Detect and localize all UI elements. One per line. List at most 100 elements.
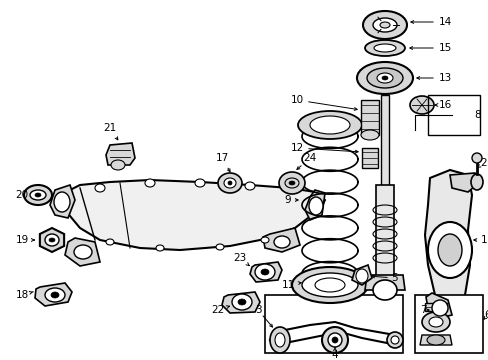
Ellipse shape [314,278,345,292]
Ellipse shape [470,174,482,190]
Ellipse shape [291,267,367,303]
Ellipse shape [373,44,395,52]
Ellipse shape [366,68,402,88]
Polygon shape [40,228,64,252]
Text: 8: 8 [474,110,480,120]
Polygon shape [305,190,325,220]
Text: 16: 16 [437,100,451,110]
Ellipse shape [360,130,378,140]
Polygon shape [50,185,75,218]
Ellipse shape [261,269,268,275]
Ellipse shape [386,332,402,348]
Polygon shape [419,335,451,345]
Ellipse shape [288,181,294,185]
Ellipse shape [74,245,92,259]
Polygon shape [60,180,325,250]
Ellipse shape [308,197,323,215]
Text: 23: 23 [233,253,246,263]
Ellipse shape [156,245,163,251]
Ellipse shape [431,300,447,316]
Polygon shape [424,170,471,305]
Bar [427,95,479,135]
Text: 22: 22 [211,305,224,315]
Ellipse shape [261,237,268,243]
Ellipse shape [111,160,125,170]
Ellipse shape [327,333,341,347]
Ellipse shape [224,178,236,188]
Ellipse shape [355,269,367,283]
Text: 2: 2 [480,158,487,168]
Text: 21: 21 [103,123,116,133]
Text: 6: 6 [484,310,488,320]
Ellipse shape [372,280,396,300]
Text: 17: 17 [215,153,228,163]
Text: 18: 18 [15,290,29,300]
Ellipse shape [285,178,298,188]
Ellipse shape [49,238,55,242]
Polygon shape [222,292,260,313]
Ellipse shape [254,264,274,280]
Text: 9: 9 [284,195,291,205]
Ellipse shape [145,179,155,187]
Ellipse shape [427,222,471,278]
Ellipse shape [437,234,461,266]
Ellipse shape [35,193,41,197]
Ellipse shape [269,327,289,353]
Ellipse shape [54,192,70,212]
Bar [361,148,377,168]
Ellipse shape [364,40,404,56]
Ellipse shape [471,153,481,163]
Ellipse shape [216,244,224,250]
Text: 4: 4 [331,350,338,360]
Text: 14: 14 [437,17,451,27]
Ellipse shape [379,22,389,28]
Text: 24: 24 [303,153,316,163]
Text: 19: 19 [15,235,29,245]
Ellipse shape [45,288,65,302]
Polygon shape [351,265,371,285]
Ellipse shape [381,76,387,80]
Bar [264,295,402,353]
Ellipse shape [309,116,349,134]
Bar [380,95,388,215]
Ellipse shape [95,184,105,192]
Ellipse shape [302,273,357,297]
Ellipse shape [390,336,398,344]
Text: 20: 20 [16,190,28,200]
Text: 1: 1 [480,235,487,245]
Polygon shape [249,262,282,282]
Ellipse shape [372,18,396,32]
Ellipse shape [24,185,52,205]
Text: 10: 10 [290,95,303,105]
Text: 7: 7 [419,305,426,315]
Ellipse shape [279,172,305,194]
Text: 12: 12 [290,143,303,153]
Text: 5: 5 [391,273,398,283]
Polygon shape [449,173,479,192]
Ellipse shape [244,182,254,190]
Ellipse shape [409,96,433,114]
Ellipse shape [231,294,251,310]
Ellipse shape [274,333,285,347]
Bar [414,295,482,353]
Bar [375,185,393,305]
Ellipse shape [45,234,59,246]
Ellipse shape [331,337,337,343]
Text: 3: 3 [254,305,261,315]
Ellipse shape [106,239,114,245]
Ellipse shape [195,179,204,187]
Bar [424,303,446,311]
Ellipse shape [297,111,361,139]
Ellipse shape [321,327,347,353]
Text: 15: 15 [437,43,451,53]
Ellipse shape [356,62,412,94]
Polygon shape [65,238,100,266]
Ellipse shape [227,181,231,185]
Text: 13: 13 [437,73,451,83]
Polygon shape [364,275,404,290]
Ellipse shape [362,11,406,39]
Ellipse shape [421,312,449,332]
Text: 11: 11 [281,280,294,290]
Ellipse shape [30,190,46,200]
Ellipse shape [428,317,442,327]
